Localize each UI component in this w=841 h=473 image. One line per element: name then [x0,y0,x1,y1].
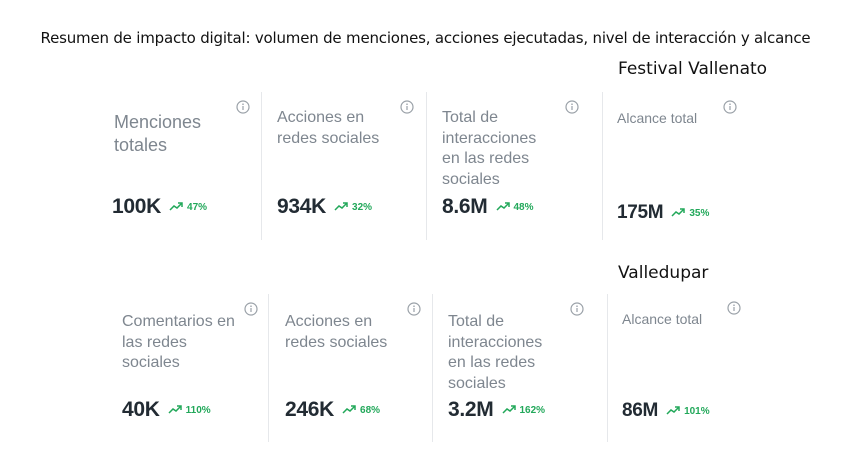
trend-badge: 110% [168,405,211,416]
trend-percent: 48% [513,201,534,213]
trend-up-icon [495,202,510,211]
trend-up-icon [342,405,356,414]
trend-up-icon [334,202,348,211]
trend-percent: 162% [519,404,546,416]
trend-up-icon [169,202,183,211]
trend-percent: 68% [360,404,381,416]
trend-percent: 101% [684,405,710,417]
info-icon[interactable] [244,302,258,316]
metric-label: Comentarios en las redes sociales [122,313,235,371]
metric-card-acciones-redes: Acciones en redes sociales 246K 68% [269,294,433,444]
metric-value-row: 40K 110% [122,398,211,422]
metric-value: 175M [617,202,664,223]
section-label-festival-vallenato: Festival Vallenato [618,59,768,79]
metric-value-row: 246K 68% [285,398,380,422]
metric-label: Alcance total [622,311,703,327]
metric-card-alcance-total: Alcance total 86M 101% [608,294,758,444]
metric-label: Menciones totales [114,112,202,155]
info-icon[interactable] [236,100,250,114]
metric-value: 8.6M [442,195,488,218]
trend-up-icon [666,406,680,415]
trend-badge: 162% [501,404,546,416]
metric-value-row: 3.2M 162% [448,398,545,422]
section-label-valledupar: Valledupar [618,263,709,283]
trend-badge: 101% [666,406,710,417]
trend-percent: 47% [187,201,208,213]
metric-label: Acciones en redes sociales [277,109,380,147]
info-icon[interactable] [723,100,737,114]
trend-up-icon [168,405,182,414]
metric-value: 100K [112,195,162,218]
trend-percent: 110% [185,404,211,416]
metric-card-alcance-total: Alcance total 175M 35% [603,92,753,242]
metric-label: Total de interacciones en las redes soci… [448,313,543,392]
trend-badge: 47% [169,202,207,213]
metric-value: 40K [122,398,160,421]
metric-value: 3.2M [448,398,494,421]
trend-badge: 48% [495,201,534,213]
metric-card-menciones-totales: Menciones totales 100K 47% [98,92,262,242]
metric-card-total-interacciones: Total de interacciones en las redes soci… [433,294,608,444]
info-icon[interactable] [727,301,741,315]
report-title: Resumen de impacto digital: volumen de m… [40,29,811,47]
metric-card-total-interacciones: Total de interacciones en las redes soci… [427,92,603,242]
info-icon[interactable] [565,100,579,114]
metric-value-row: 86M 101% [622,400,710,422]
metric-value-row: 175M 35% [617,202,709,224]
metric-card-acciones-redes: Acciones en redes sociales 934K 32% [262,92,427,242]
trend-percent: 32% [352,201,373,213]
metric-value: 934K [277,195,327,218]
metric-card-comentarios: Comentarios en las redes sociales 40K 11… [106,294,269,444]
trend-badge: 32% [334,202,372,213]
trend-badge: 68% [342,405,380,416]
metric-label: Acciones en redes sociales [285,313,388,351]
metric-value-row: 8.6M 48% [442,195,534,219]
info-icon[interactable] [400,100,414,114]
info-icon[interactable] [407,302,421,316]
metric-label: Alcance total [617,110,698,126]
info-icon[interactable] [570,302,584,316]
metric-value: 246K [285,398,335,421]
trend-up-icon [501,405,516,414]
metric-value-row: 934K 32% [277,195,372,219]
trend-badge: 35% [671,208,709,219]
metric-label: Total de interacciones en las redes soci… [442,109,537,188]
metric-value-row: 100K 47% [112,195,207,219]
trend-up-icon [671,208,686,217]
metric-value: 86M [622,400,659,421]
trend-percent: 35% [689,207,710,219]
